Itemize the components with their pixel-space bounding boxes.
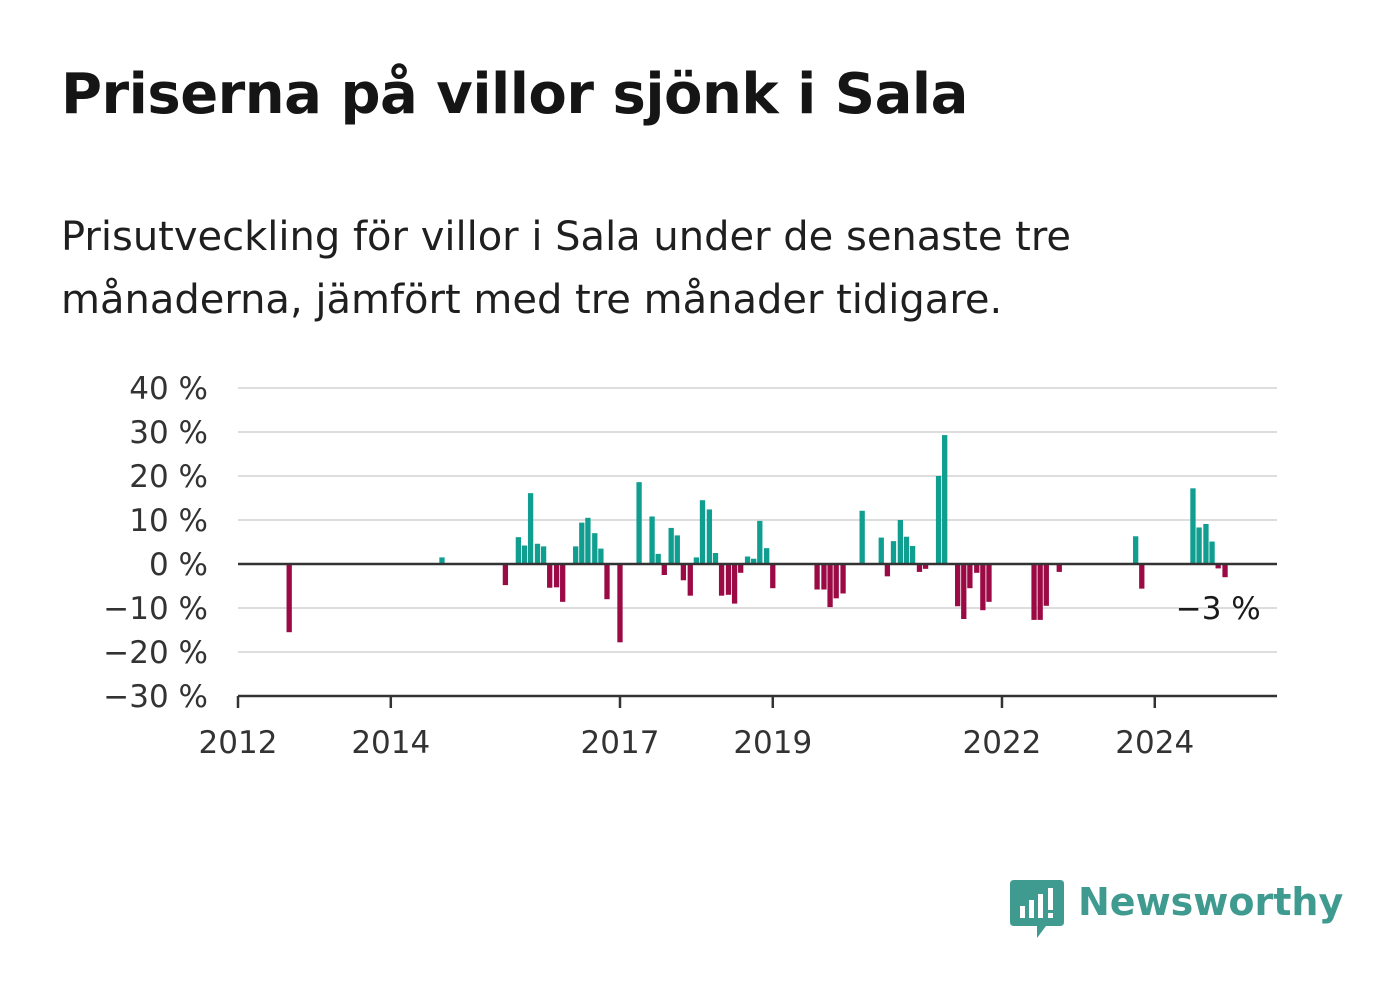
x-tick-label: 2019 <box>733 725 812 761</box>
y-tick-label: 0 % <box>149 547 208 583</box>
bar <box>821 564 827 590</box>
bar <box>859 510 865 564</box>
bar <box>833 564 839 599</box>
bar <box>903 536 910 564</box>
bar <box>674 535 680 564</box>
x-tick-label: 2022 <box>963 725 1042 761</box>
bar <box>1222 564 1228 578</box>
x-tick-label: 2014 <box>351 725 430 761</box>
x-tick-label: 2024 <box>1115 725 1194 761</box>
newsworthy-logo-icon <box>1010 880 1064 938</box>
bar <box>706 509 713 564</box>
bar <box>922 564 929 569</box>
bar <box>668 527 674 564</box>
brand-name: Newsworthy <box>1078 880 1344 924</box>
bar <box>540 546 547 564</box>
bar <box>725 564 732 595</box>
bar <box>579 522 585 564</box>
bar <box>738 564 744 573</box>
bar <box>1203 523 1209 564</box>
bar <box>744 556 751 564</box>
bar <box>764 548 770 564</box>
bar <box>916 564 923 572</box>
bar <box>1139 564 1145 589</box>
bar <box>897 520 904 564</box>
bar <box>1043 564 1049 606</box>
y-tick-label: 10 % <box>129 503 208 539</box>
x-tick-label: 2017 <box>581 725 660 761</box>
bar <box>521 545 528 564</box>
bar <box>1037 564 1043 620</box>
bar <box>986 564 992 602</box>
bar <box>1031 564 1037 620</box>
newsworthy-logo: Newsworthy <box>1008 878 1343 944</box>
bar <box>1133 536 1139 564</box>
bar <box>687 564 693 596</box>
bar <box>502 564 509 586</box>
bar <box>890 541 897 564</box>
bar <box>534 543 541 564</box>
bar <box>693 557 700 564</box>
bar <box>1196 527 1202 564</box>
bar <box>598 548 604 564</box>
bar <box>439 557 445 564</box>
bar <box>731 564 738 604</box>
bar <box>592 533 598 564</box>
bar <box>617 564 623 643</box>
bar <box>751 558 757 564</box>
bar-chart: −30 % −20 % −10 % 0 % 10 % 20 % 30 % 40 % 2012 20… <box>103 371 1277 761</box>
bar <box>560 564 566 602</box>
bar <box>699 500 706 564</box>
bar <box>1209 541 1215 564</box>
bar <box>655 553 661 564</box>
bar <box>515 537 522 564</box>
gridlines <box>238 387 1277 653</box>
bar <box>712 553 719 564</box>
bar <box>967 564 973 589</box>
bar <box>909 545 916 564</box>
bar <box>1056 564 1062 572</box>
y-tick-label: 40 % <box>129 371 208 407</box>
bar <box>553 564 560 588</box>
bar <box>827 564 833 608</box>
bar <box>1215 564 1221 569</box>
bar <box>757 520 763 564</box>
bar <box>1190 488 1196 564</box>
axes: −30 % −20 % −10 % 0 % 10 % 20 % 30 % 40 % 2012 20… <box>103 371 1277 761</box>
bar <box>604 564 610 600</box>
chart-title: Priserna på villor sjönk i Sala <box>61 62 968 127</box>
bar <box>974 564 980 573</box>
bar <box>942 435 948 564</box>
last-value-annotation: −3 % <box>1176 591 1261 627</box>
y-tick-label: 30 % <box>129 415 208 451</box>
y-tick-label: 20 % <box>129 459 208 495</box>
bar <box>980 564 986 611</box>
bar <box>661 564 667 575</box>
bar <box>547 564 553 588</box>
y-tick-label: −30 % <box>103 679 208 715</box>
bar <box>814 564 820 590</box>
bar <box>955 564 961 607</box>
bar <box>286 564 292 633</box>
y-tick-label: −10 % <box>103 591 208 627</box>
x-tick-label: 2012 <box>199 725 278 761</box>
bar <box>884 564 891 577</box>
bar <box>961 564 967 619</box>
y-tick-label: −20 % <box>103 635 208 671</box>
bar <box>718 564 725 596</box>
bar <box>585 517 591 564</box>
bar <box>770 564 776 589</box>
bar <box>840 564 846 594</box>
bar <box>935 476 942 564</box>
bar <box>527 493 534 564</box>
bar <box>636 482 642 564</box>
chart-subtitle: Prisutveckling för villor i Sala under d… <box>61 214 1071 323</box>
bar <box>573 546 579 564</box>
bar <box>680 564 687 581</box>
bar <box>878 537 884 564</box>
bars <box>286 435 1228 643</box>
bar <box>649 516 655 564</box>
